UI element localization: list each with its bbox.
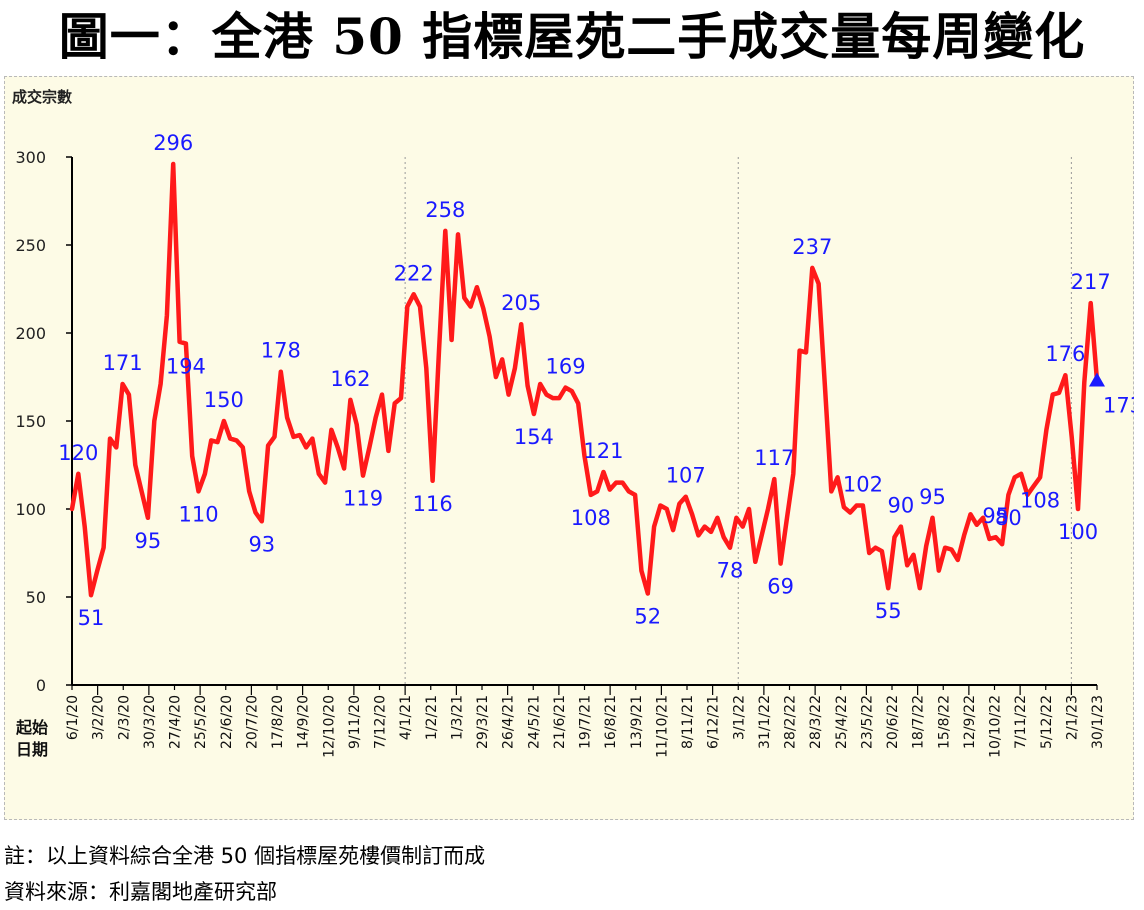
x-tick-label: 14/9/20 bbox=[296, 695, 312, 749]
y-tick-label: 150 bbox=[15, 412, 46, 431]
x-tick-label: 10/10/22 bbox=[988, 695, 1004, 758]
x-tick-label: 3/2/20 bbox=[91, 695, 107, 740]
x-tick-label: 1/3/21 bbox=[449, 695, 465, 740]
data-label: 119 bbox=[343, 487, 383, 511]
x-tick-label: 25/5/20 bbox=[193, 695, 209, 749]
y-axis-label: 成交宗數 bbox=[12, 88, 72, 106]
x-tick-label: 21/6/21 bbox=[552, 695, 568, 749]
data-label: 217 bbox=[1071, 270, 1111, 294]
data-label: 173 bbox=[1103, 394, 1134, 418]
data-label: 95 bbox=[135, 529, 162, 553]
data-label: 78 bbox=[717, 559, 744, 583]
data-label: 102 bbox=[843, 472, 883, 496]
x-tick-label: 7/11/22 bbox=[1013, 695, 1029, 749]
x-tick-label: 4/1/21 bbox=[398, 695, 414, 740]
x-tick-label: 19/7/21 bbox=[578, 695, 594, 749]
data-label: 176 bbox=[1045, 342, 1085, 366]
x-tick-label: 30/3/20 bbox=[142, 695, 158, 749]
x-tick-label: 23/5/22 bbox=[859, 695, 875, 749]
data-label: 51 bbox=[78, 606, 105, 630]
x-tick-label: 12/10/20 bbox=[321, 695, 337, 758]
x-tick-label: 11/10/21 bbox=[654, 695, 670, 758]
data-label: 205 bbox=[501, 291, 541, 315]
x-tick-label: 1/2/21 bbox=[424, 695, 440, 740]
x-tick-label: 20/7/20 bbox=[244, 695, 260, 749]
x-tick-label: 6/1/20 bbox=[65, 695, 81, 740]
y-tick-label: 0 bbox=[36, 676, 46, 695]
series-line bbox=[69, 161, 1100, 598]
data-label: 150 bbox=[204, 388, 244, 412]
data-label: 110 bbox=[178, 502, 218, 526]
x-axis-label-line2: 日期 bbox=[16, 740, 48, 759]
data-label: 55 bbox=[875, 599, 902, 623]
data-label: 90 bbox=[887, 494, 914, 518]
data-label: 116 bbox=[413, 492, 453, 516]
x-tick-label: 6/12/21 bbox=[706, 695, 722, 749]
x-tick-label: 15/8/22 bbox=[936, 695, 952, 749]
y-tick-label: 100 bbox=[15, 500, 46, 519]
data-label: 95 bbox=[919, 485, 946, 509]
x-tick-label: 9/11/20 bbox=[347, 695, 363, 749]
x-tick-label: 25/4/22 bbox=[834, 695, 850, 749]
data-label: 171 bbox=[103, 351, 143, 375]
x-tick-label: 12/9/22 bbox=[962, 695, 978, 749]
data-label: 95 bbox=[982, 504, 1009, 528]
y-tick-label: 50 bbox=[26, 588, 46, 607]
x-tick-label: 2/3/20 bbox=[116, 695, 132, 740]
data-label: 52 bbox=[634, 604, 661, 628]
data-label: 178 bbox=[261, 339, 301, 363]
x-tick-label: 16/8/21 bbox=[603, 695, 619, 749]
x-tick-label: 7/12/20 bbox=[373, 695, 389, 749]
data-label: 296 bbox=[153, 131, 193, 155]
data-label: 69 bbox=[767, 575, 794, 599]
latest-point-marker bbox=[1089, 372, 1105, 387]
x-tick-label: 22/6/20 bbox=[219, 695, 235, 749]
x-tick-label: 28/2/22 bbox=[783, 695, 799, 749]
data-label: 194 bbox=[166, 355, 206, 379]
x-tick-label: 3/1/22 bbox=[731, 695, 747, 740]
x-tick-label: 31/1/22 bbox=[757, 695, 773, 749]
data-label: 108 bbox=[1020, 488, 1060, 512]
x-tick-label: 17/8/20 bbox=[270, 695, 286, 749]
x-tick-label: 8/11/21 bbox=[680, 695, 696, 749]
data-label: 258 bbox=[425, 198, 465, 222]
x-tick-label: 26/4/21 bbox=[501, 695, 517, 749]
x-tick-label: 30/1/23 bbox=[1090, 695, 1106, 749]
data-label: 100 bbox=[1058, 520, 1098, 544]
data-label: 117 bbox=[754, 446, 794, 470]
data-label: 169 bbox=[545, 355, 585, 379]
y-tick-label: 200 bbox=[15, 324, 46, 343]
x-tick-label: 24/5/21 bbox=[526, 695, 542, 749]
data-label: 93 bbox=[248, 532, 275, 556]
data-label: 80 bbox=[995, 506, 1022, 530]
x-tick-label: 5/12/22 bbox=[1039, 695, 1055, 749]
data-label: 121 bbox=[583, 439, 623, 463]
x-tick-label: 13/9/21 bbox=[629, 695, 645, 749]
x-tick-label: 27/4/20 bbox=[168, 695, 184, 749]
data-label: 107 bbox=[666, 464, 706, 488]
data-label: 120 bbox=[58, 441, 98, 465]
x-tick-label: 28/3/22 bbox=[808, 695, 824, 749]
source-note: 資料來源：利嘉閣地產研究部 bbox=[4, 880, 277, 904]
x-tick-label: 29/3/21 bbox=[475, 695, 491, 749]
data-label: 162 bbox=[330, 367, 370, 391]
data-label: 154 bbox=[514, 425, 554, 449]
line-chart: 成交宗數 0 50 100 150 200 250 300 6/1/20 3/2/20 2/3/20… bbox=[12, 88, 1134, 759]
data-label: 237 bbox=[792, 235, 832, 259]
footnote: 註：以上資料綜合全港 50 個指標屋苑樓價制訂而成 bbox=[4, 844, 486, 868]
x-tick-label: 18/7/22 bbox=[911, 695, 927, 749]
data-label: 108 bbox=[571, 506, 611, 530]
x-tick-label: 2/1/23 bbox=[1064, 695, 1080, 740]
x-tick-label: 20/6/22 bbox=[885, 695, 901, 749]
chart-title: 圖一：全港 50 指標屋苑二手成交量每周變化 bbox=[58, 7, 1086, 66]
y-tick-label: 300 bbox=[15, 148, 46, 167]
data-label: 222 bbox=[394, 261, 434, 285]
x-axis-label-line1: 起始 bbox=[15, 718, 48, 737]
y-tick-label: 250 bbox=[15, 236, 46, 255]
